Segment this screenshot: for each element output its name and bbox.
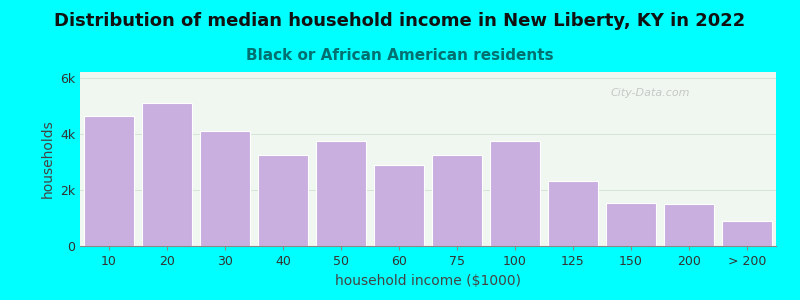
Bar <box>316 141 366 246</box>
Bar <box>722 221 772 246</box>
Text: Black or African American residents: Black or African American residents <box>246 48 554 63</box>
Bar <box>200 131 250 246</box>
Bar <box>490 141 540 246</box>
Text: Distribution of median household income in New Liberty, KY in 2022: Distribution of median household income … <box>54 12 746 30</box>
Bar <box>606 202 656 246</box>
Bar <box>84 116 134 246</box>
Text: City-Data.com: City-Data.com <box>611 88 690 98</box>
Y-axis label: households: households <box>41 120 54 198</box>
Bar <box>142 103 192 246</box>
Bar <box>432 155 482 246</box>
Bar <box>374 165 424 246</box>
Bar <box>258 155 308 246</box>
Bar <box>548 182 598 246</box>
X-axis label: household income ($1000): household income ($1000) <box>335 274 521 288</box>
Bar <box>664 204 714 246</box>
